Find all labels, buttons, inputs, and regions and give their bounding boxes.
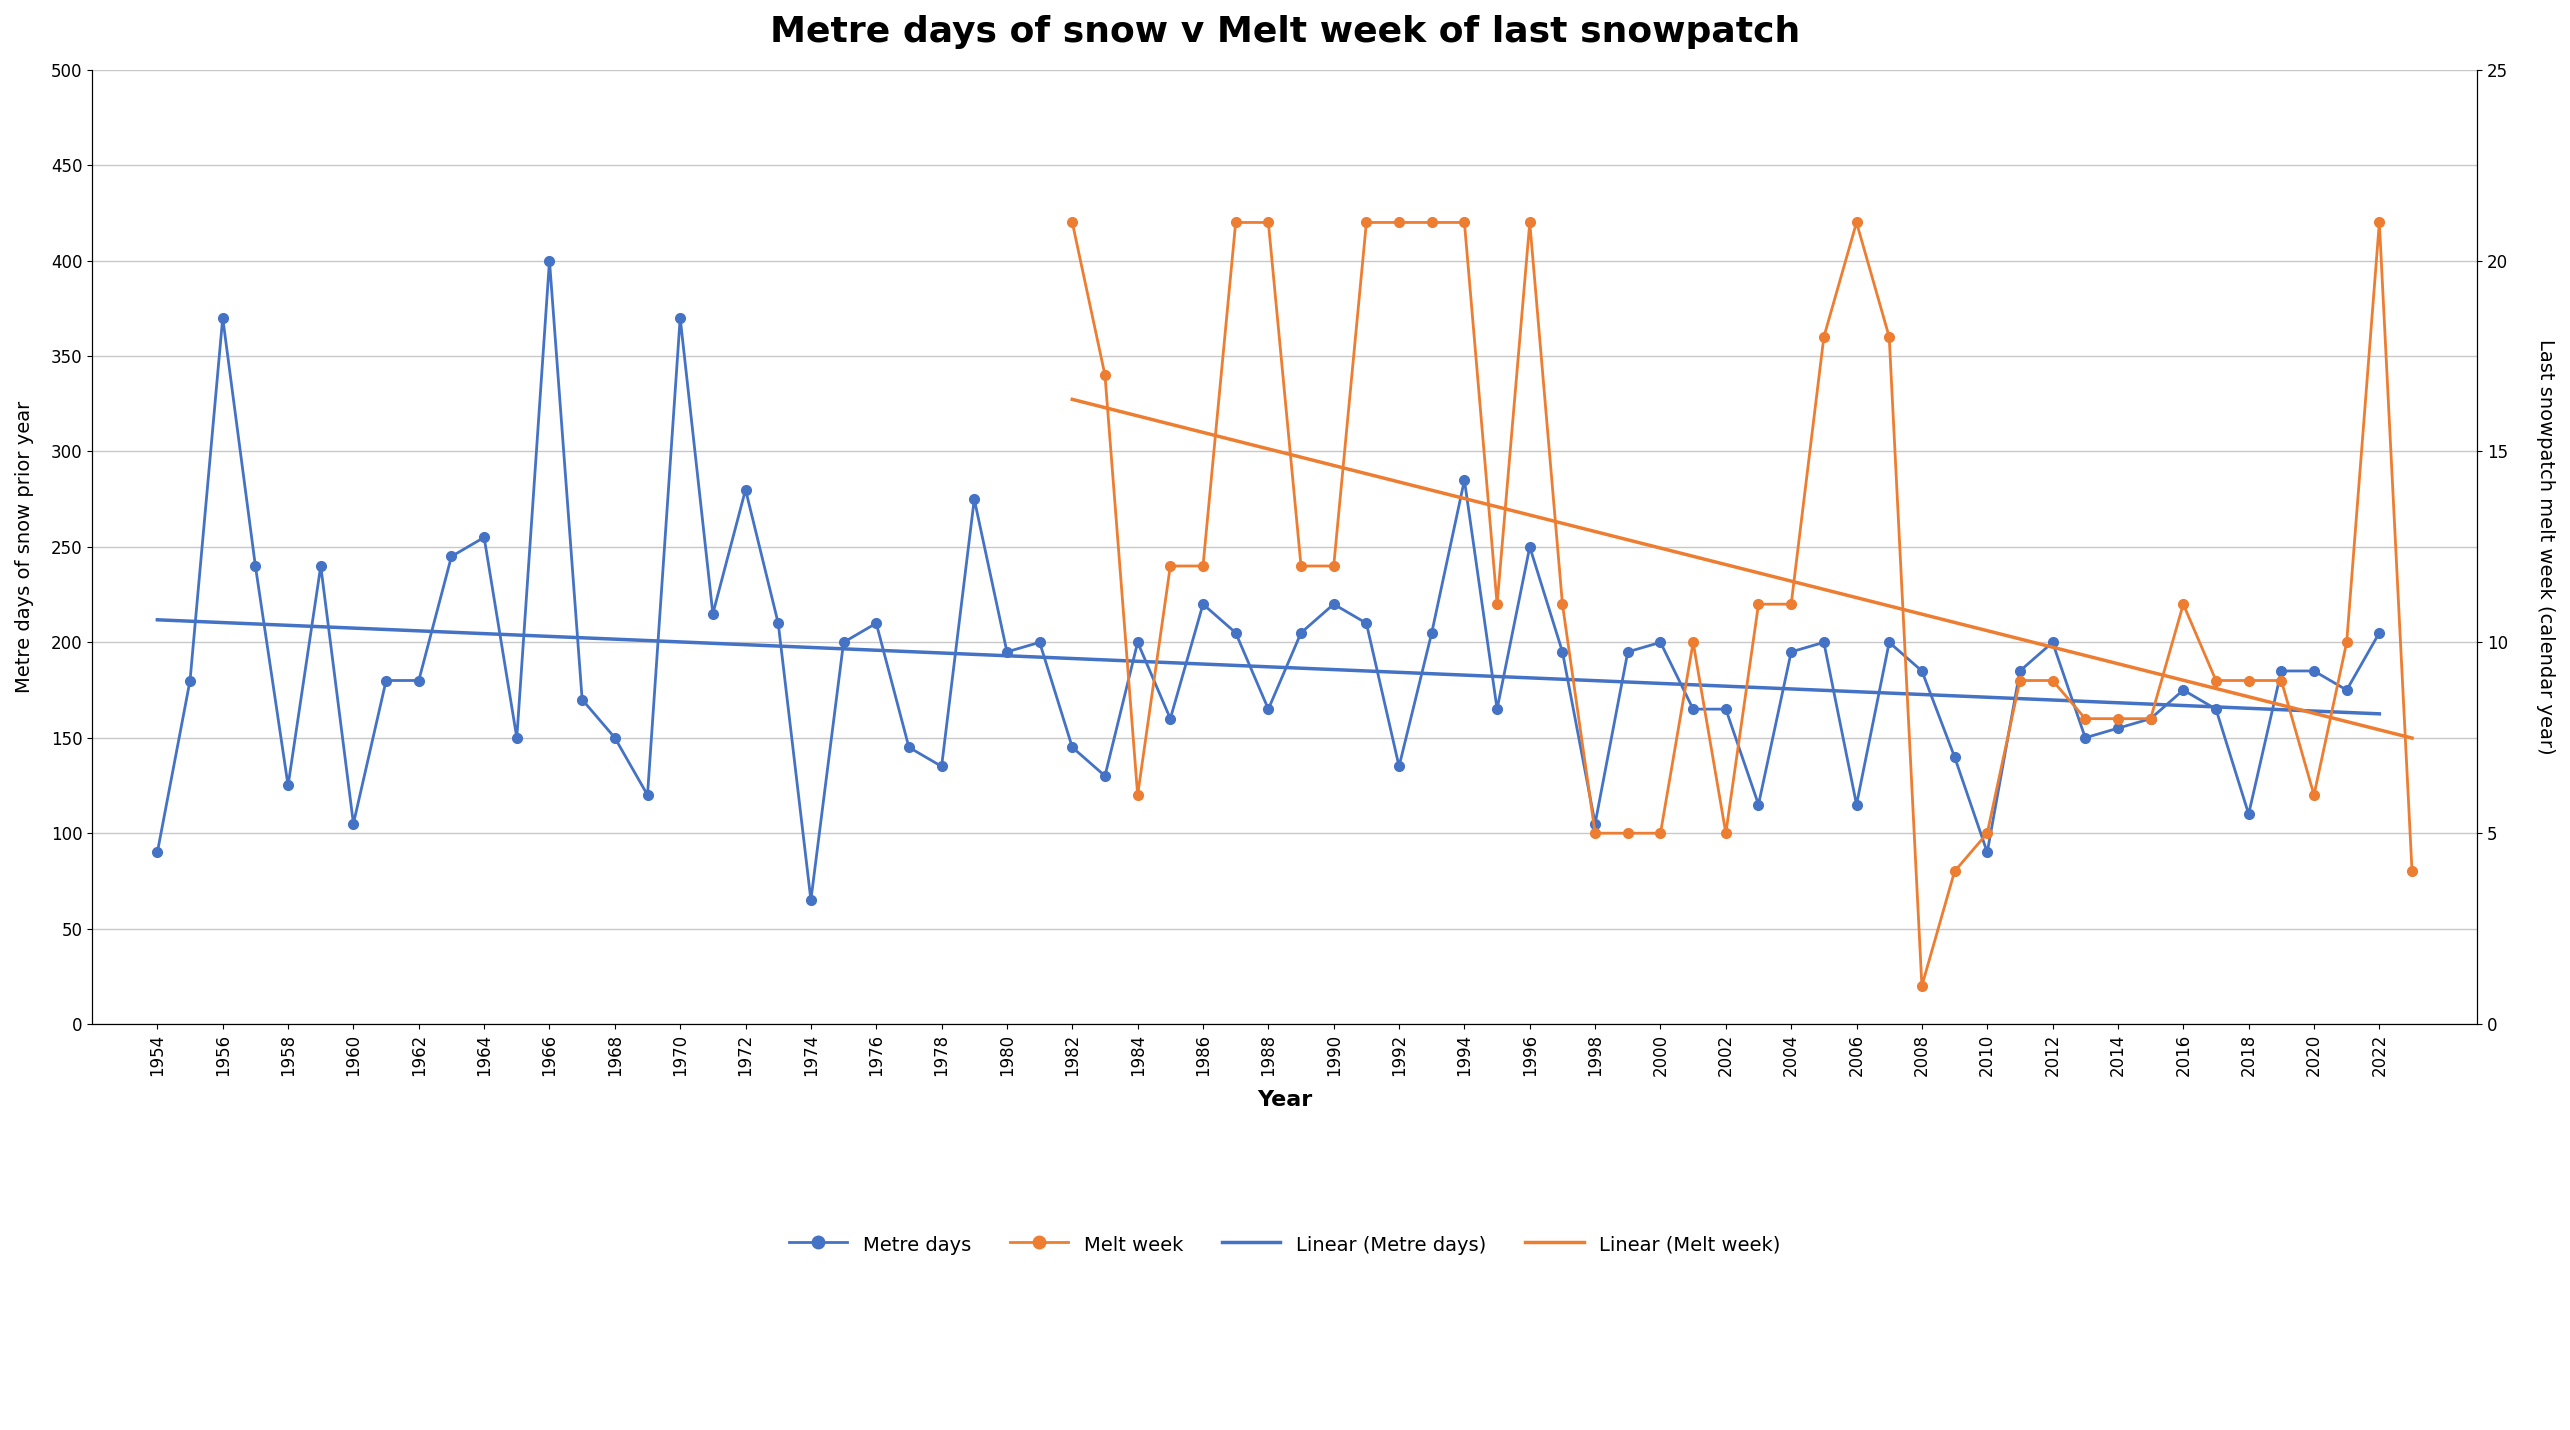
Legend: Metre days, Melt week, Linear (Metre days), Linear (Melt week): Metre days, Melt week, Linear (Metre day…	[781, 1227, 1789, 1263]
X-axis label: Year: Year	[1257, 1090, 1313, 1110]
Y-axis label: Last snowpatch melt week (calendar year): Last snowpatch melt week (calendar year)	[2537, 339, 2555, 755]
Title: Metre days of snow v Melt week of last snowpatch: Metre days of snow v Melt week of last s…	[768, 14, 1799, 49]
Y-axis label: Metre days of snow prior year: Metre days of snow prior year	[15, 400, 33, 694]
